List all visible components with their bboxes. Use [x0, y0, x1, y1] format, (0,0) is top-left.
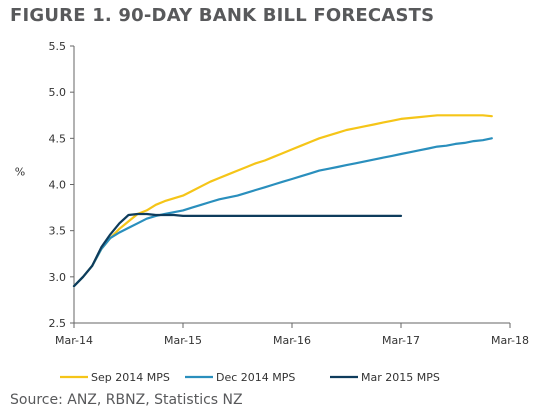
- legend-label-1: Sep 2014 MPS: [91, 371, 170, 384]
- x-tick-label: Mar-17: [382, 334, 420, 347]
- series-line-2: [72, 137, 493, 288]
- x-tick-label: Mar-18: [491, 334, 529, 347]
- source-note: Source: ANZ, RBNZ, Statistics NZ: [10, 392, 243, 408]
- y-tick-label: 3.5: [49, 225, 67, 238]
- x-tick-label: Mar-14: [55, 334, 93, 347]
- y-tick-label: 3.0: [49, 271, 67, 284]
- legend-label-3: Mar 2015 MPS: [361, 371, 440, 384]
- x-tick-label: Mar-16: [273, 334, 311, 347]
- y-tick-label: 5.5: [49, 40, 67, 53]
- chart-legend: Sep 2014 MPS Dec 2014 MPS Mar 2015 MPS: [60, 371, 440, 384]
- y-tick-label: 4.0: [49, 179, 67, 192]
- chart-title: FIGURE 1. 90-DAY BANK BILL FORECASTS: [10, 5, 435, 26]
- series-layer: [72, 114, 493, 288]
- legend-label-2: Dec 2014 MPS: [216, 371, 295, 384]
- y-axis-label: %: [15, 165, 25, 178]
- chart-axes: 2.5 3.0 3.5 4.0 4.5 5.0 5.5% Mar-14 Mar-15 Mar-16…: [15, 40, 529, 347]
- y-tick-label: 4.5: [49, 132, 67, 145]
- x-tick-label: Mar-15: [164, 334, 202, 347]
- y-tick-label: 5.0: [49, 86, 67, 99]
- series-line-1: [72, 114, 493, 288]
- y-tick-label: 2.5: [49, 317, 67, 330]
- series-line-3: [72, 212, 403, 288]
